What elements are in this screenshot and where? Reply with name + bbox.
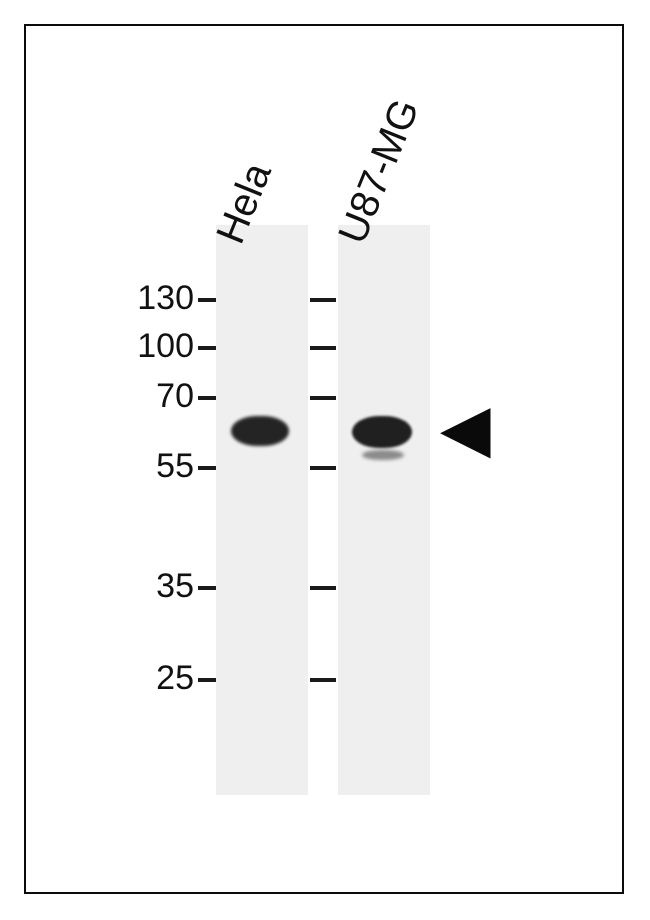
mw-label-25: 25	[156, 659, 194, 698]
mw-tick-mid-25	[310, 678, 336, 682]
mw-tick-mid-70	[310, 396, 336, 400]
mw-tick-left-25	[198, 678, 216, 682]
mw-label-70: 70	[156, 377, 194, 416]
arrow-left-icon	[438, 406, 493, 461]
plot-border	[24, 24, 624, 894]
mw-tick-mid-130	[310, 298, 336, 302]
blot-figure: HelaU87-MG 13010070553525	[0, 0, 650, 920]
mw-label-55: 55	[156, 447, 194, 486]
mw-tick-mid-100	[310, 346, 336, 350]
u87mg-lane	[338, 225, 430, 795]
hela-band-main	[231, 416, 289, 446]
mw-tick-left-70	[198, 396, 216, 400]
mw-label-130: 130	[137, 279, 194, 318]
mw-tick-left-130	[198, 298, 216, 302]
mw-tick-mid-55	[310, 466, 336, 470]
mw-label-35: 35	[156, 567, 194, 606]
mw-label-100: 100	[137, 327, 194, 366]
hela-lane	[216, 225, 308, 795]
mw-tick-left-100	[198, 346, 216, 350]
mw-tick-left-35	[198, 586, 216, 590]
u87mg-band-minor	[362, 450, 404, 460]
mw-tick-mid-35	[310, 586, 336, 590]
u87mg-band-main	[352, 416, 412, 448]
target-band-arrow	[438, 406, 493, 466]
mw-tick-left-55	[198, 466, 216, 470]
